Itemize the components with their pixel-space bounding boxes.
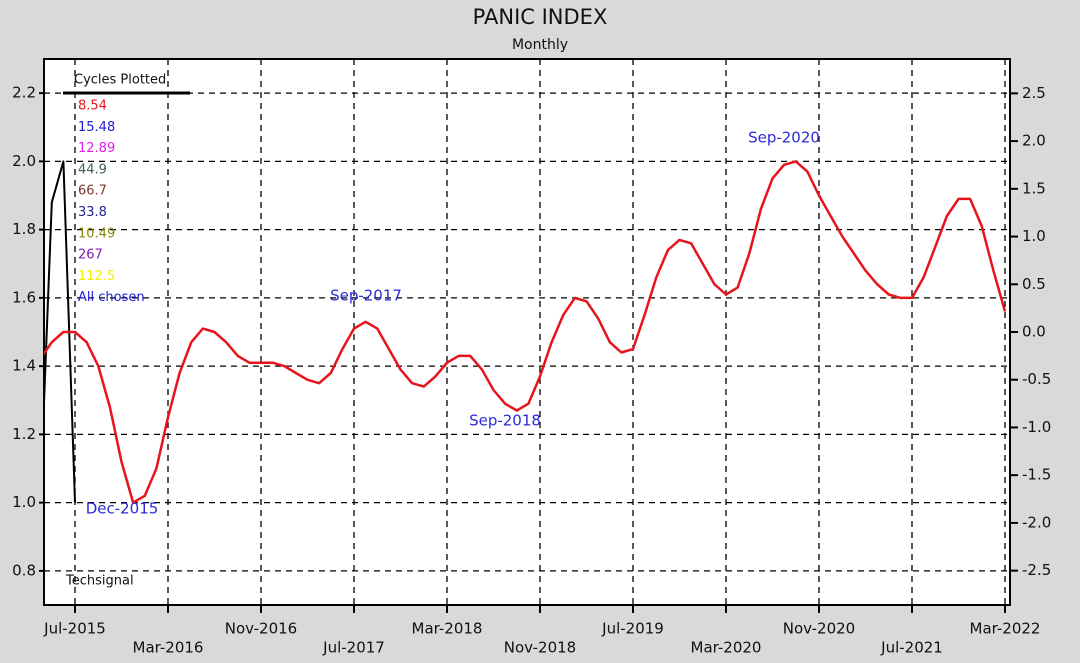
y-tick-label: 1.8 <box>12 220 36 238</box>
y-tick-label: 2.2 <box>12 84 36 102</box>
legend-item: 267 <box>78 248 103 263</box>
y2-tick-label: 0.5 <box>1022 275 1046 293</box>
y2-tick-label: -1.5 <box>1022 466 1051 484</box>
legend-item: 10.49 <box>78 226 115 241</box>
x-tick-label: Jul-2019 <box>601 620 664 638</box>
y2-tick-label: 2.5 <box>1022 84 1046 102</box>
y-tick-label: 0.8 <box>12 561 36 579</box>
y-tick-label: 1.6 <box>12 288 36 306</box>
y-tick-label: 1.2 <box>12 425 36 443</box>
chart-title: PANIC INDEX <box>473 5 608 29</box>
x-tick-label: Mar-2022 <box>970 620 1041 638</box>
legend-item: 112.5 <box>78 269 115 284</box>
annotation: Dec-2015 <box>86 500 159 518</box>
y2-tick-label: -1.0 <box>1022 418 1051 436</box>
y-tick-label: 1.0 <box>12 493 36 511</box>
x-tick-label: Jul-2017 <box>322 639 385 657</box>
y-tick-label: 2.0 <box>12 152 36 170</box>
legend-item: All chosen <box>78 290 145 305</box>
watermark: Techsignal <box>65 574 134 589</box>
annotation: Sep-2017 <box>330 287 402 305</box>
x-tick-label: Mar-2016 <box>133 639 204 657</box>
x-tick-label: Mar-2018 <box>412 620 483 638</box>
x-tick-label: Nov-2018 <box>504 639 576 657</box>
x-tick-label: Jul-2015 <box>43 620 106 638</box>
annotation: Sep-2020 <box>748 129 820 147</box>
chart-subtitle: Monthly <box>512 37 568 53</box>
legend-item: 15.48 <box>78 120 115 135</box>
plot-area <box>43 58 1011 606</box>
data-line <box>44 160 1007 504</box>
legend-title: Cycles Plotted <box>74 73 166 88</box>
y2-tick-label: 1.0 <box>1022 227 1046 245</box>
x-tick-label: Mar-2020 <box>691 639 762 657</box>
annotation: Sep-2018 <box>469 412 541 430</box>
y2-tick-label: 0.0 <box>1022 323 1046 341</box>
y2-tick-label: -2.5 <box>1022 561 1051 579</box>
legend-item: 44.9 <box>78 162 107 177</box>
x-tick-label: Jul-2021 <box>880 639 943 657</box>
legend-item: 33.8 <box>78 205 107 220</box>
x-tick-label: Nov-2016 <box>225 620 297 638</box>
legend-item: 12.89 <box>78 141 115 156</box>
legend-item: 66.7 <box>78 184 107 199</box>
legend-item: 8.54 <box>78 99 107 114</box>
y-tick-label: 1.4 <box>12 357 36 375</box>
y2-tick-label: -0.5 <box>1022 370 1051 388</box>
x-tick-label: Nov-2020 <box>783 620 855 638</box>
y2-tick-label: -2.0 <box>1022 513 1051 531</box>
y2-tick-label: 2.0 <box>1022 132 1046 150</box>
y2-tick-label: 1.5 <box>1022 179 1046 197</box>
